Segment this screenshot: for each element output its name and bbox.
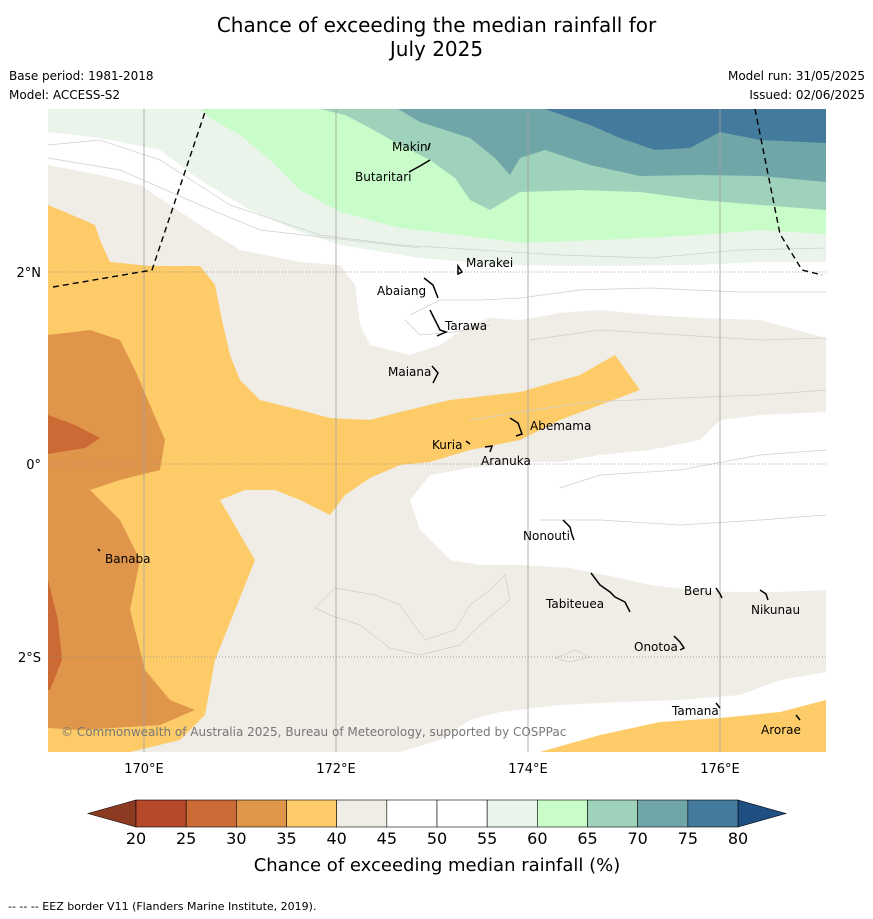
band-35-40-south: [540, 700, 826, 752]
eez-border: [52, 109, 823, 288]
colorbar-tick-label: 35: [276, 829, 296, 848]
map-title-line2: July 2025: [389, 37, 484, 61]
colorbar-title: Chance of exceeding median rainfall (%): [254, 855, 621, 876]
base-period-label: Base period: 1981-2018: [9, 69, 154, 83]
place-label-tamana: Tamana: [671, 704, 719, 718]
colorbar-swatch: [687, 799, 739, 828]
lon-label-170e: 170°E: [124, 762, 164, 777]
copyright-notice: © Commonwealth of Australia 2025, Bureau…: [61, 725, 566, 739]
colorbar-tick-label: 45: [377, 829, 397, 848]
place-label-marakei: Marakei: [466, 256, 513, 270]
place-label-arorae: Arorae: [761, 723, 801, 737]
colorbar-swatch: [135, 799, 187, 828]
colorbar-tick-label: 40: [326, 829, 346, 848]
place-label-abaiang: Abaiang: [377, 284, 426, 298]
colorbar: 20 25 30 35 40 45 50 55 60 65 70 75 80: [86, 799, 788, 848]
colorbar-swatch: [185, 799, 237, 828]
eez-footnote: -- -- -- EEZ border V11 (Flanders Marine…: [8, 900, 317, 913]
place-label-beru: Beru: [684, 584, 712, 598]
band-25-30: [48, 415, 100, 454]
rainfall-probability-field: [48, 109, 826, 752]
lat-label-2s: 2°S: [18, 651, 41, 666]
graticule: [143, 109, 721, 752]
colorbar-swatch: [286, 799, 337, 828]
place-label-banaba: Banaba: [105, 552, 151, 566]
lat-label-2n: 2°N: [17, 266, 42, 281]
place-label-makin: Makin: [392, 140, 428, 154]
place-label-nikunau: Nikunau: [751, 603, 800, 617]
place-label-abemama: Abemama: [530, 419, 591, 433]
place-label-aranuka: Aranuka: [481, 454, 531, 468]
lon-label-172e: 172°E: [316, 762, 356, 777]
colorbar-swatch: [336, 799, 388, 828]
colorbar-over-arrow: [737, 799, 788, 828]
colorbar-tick-label: 20: [126, 829, 146, 848]
lon-label-174e: 174°E: [508, 762, 548, 777]
colorbar-tick-label: 75: [678, 829, 698, 848]
colorbar-tick-label: 60: [527, 829, 547, 848]
place-label-nonouti: Nonouti: [523, 529, 570, 543]
colorbar-swatch: [236, 799, 287, 828]
place-labels: Makin Butaritari Marakei Abaiang Tarawa …: [105, 140, 801, 737]
place-label-tarawa: Tarawa: [444, 319, 487, 333]
issued-label: Issued: 02/06/2025: [749, 88, 865, 102]
colorbar-tick-label: 70: [627, 829, 647, 848]
place-label-kuria: Kuria: [432, 438, 463, 452]
colorbar-swatch: [637, 799, 689, 828]
map-title-line1: Chance of exceeding the median rainfall …: [216, 13, 657, 37]
place-label-tabiteuea: Tabiteuea: [545, 597, 604, 611]
colorbar-tick-label: 50: [427, 829, 447, 848]
colorbar-swatch: [537, 799, 588, 828]
colorbar-swatch: [587, 799, 638, 828]
band-75-80: [545, 109, 826, 150]
lat-label-equator: 0°: [26, 458, 41, 473]
colorbar-tick-label: 55: [477, 829, 497, 848]
place-label-maiana: Maiana: [388, 365, 431, 379]
model-run-label: Model run: 31/05/2025: [727, 69, 865, 83]
colorbar-tick-label: 30: [226, 829, 246, 848]
colorbar-tick-label: 80: [728, 829, 748, 848]
island-outlines: [97, 142, 801, 721]
colorbar-tick-label: 65: [577, 829, 597, 848]
band-35-40: [48, 205, 640, 752]
band-30-35: [48, 330, 195, 730]
lon-label-176e: 176°E: [700, 762, 740, 777]
colorbar-under-arrow: [86, 799, 137, 828]
place-label-butaritari: Butaritari: [355, 170, 412, 184]
contour-lines: [48, 139, 826, 663]
colorbar-swatch: [436, 799, 488, 828]
colorbar-swatch: [486, 799, 538, 828]
lat-lines: [48, 271, 826, 658]
colorbar-swatch: [386, 799, 438, 828]
model-label: Model: ACCESS-S2: [9, 88, 121, 102]
band-25-30-west: [48, 580, 62, 690]
colorbar-tick-label: 25: [176, 829, 196, 848]
place-label-onotoa: Onotoa: [634, 640, 678, 654]
